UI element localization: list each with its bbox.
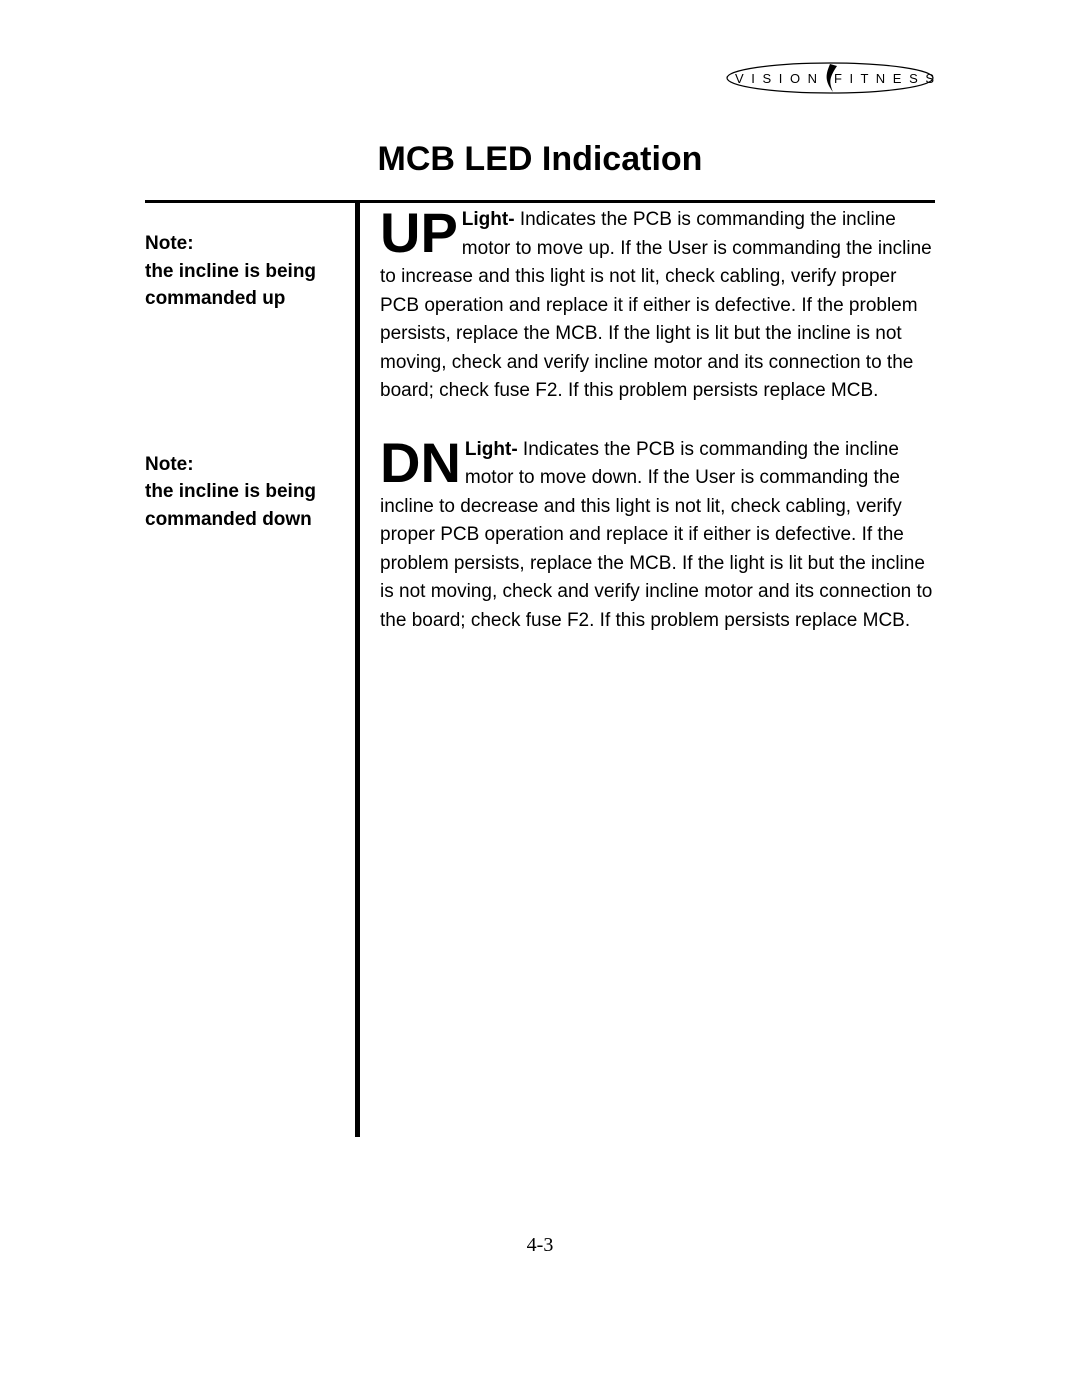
brand-logo: V I S I O N F I T N E S S (725, 60, 935, 101)
led-entry-dn: DN Light- Indicates the PCB is commandin… (380, 436, 935, 636)
content-area: Note: the incline is being commanded up … (145, 200, 935, 1137)
entry-text: Indicates the PCB is commanding the incl… (380, 209, 932, 401)
light-label: Light- (465, 439, 518, 460)
dropcap-up: UP (380, 206, 462, 258)
sidebar-note: Note: the incline is being commanded dow… (145, 451, 347, 534)
dropcap-dn: DN (380, 436, 465, 488)
note-heading: Note: (145, 230, 347, 258)
note-body: the incline is being commanded down (145, 478, 347, 533)
sidebar-note: Note: the incline is being commanded up (145, 230, 347, 313)
page-title: MCB LED Indication (0, 140, 1080, 179)
logo-left-text: V I S I O N (735, 71, 819, 86)
sidebar: Note: the incline is being commanded up … (145, 200, 355, 1137)
light-label: Light- (462, 209, 515, 230)
main-column: UP Light- Indicates the PCB is commandin… (360, 200, 935, 1137)
note-heading: Note: (145, 451, 347, 479)
note-body: the incline is being commanded up (145, 258, 347, 313)
led-entry-up: UP Light- Indicates the PCB is commandin… (380, 206, 935, 406)
logo-right-text: F I T N E S S (834, 71, 935, 86)
page-number: 4-3 (0, 1234, 1080, 1257)
